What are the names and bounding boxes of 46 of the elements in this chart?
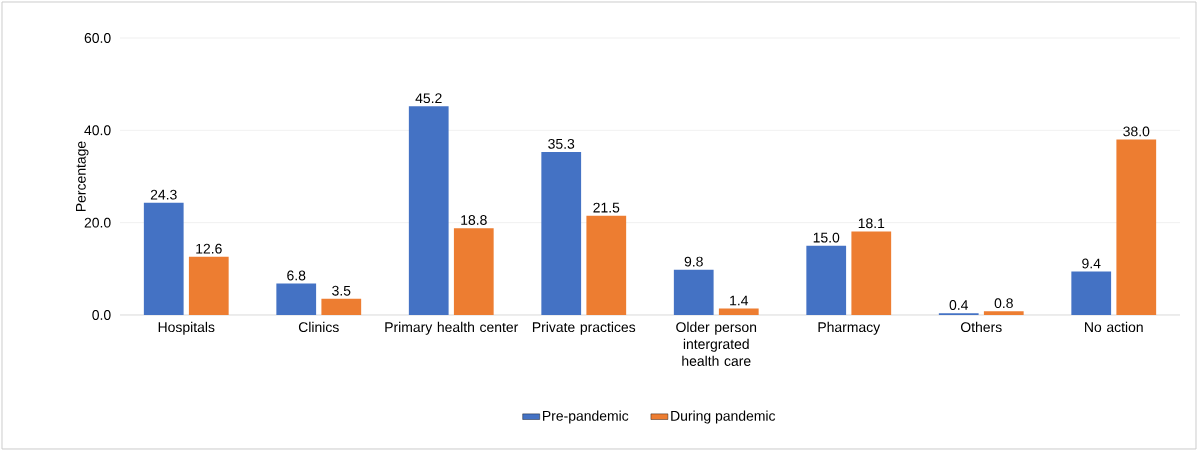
legend-label: Pre-pandemic [543, 410, 629, 424]
data-label: 38.0 [1123, 126, 1150, 137]
bar [453, 228, 494, 315]
bar [718, 308, 759, 315]
bar [983, 311, 1024, 315]
y-tick-label: 40.0 [84, 125, 111, 136]
data-label: 18.1 [858, 218, 885, 229]
data-label: 9.8 [684, 256, 703, 267]
x-tick-label: Older person intergrated health care [676, 321, 757, 366]
data-label: 18.8 [461, 215, 487, 225]
bar [408, 106, 449, 315]
bar [1116, 139, 1157, 315]
bar [276, 283, 317, 315]
data-label: 12.6 [196, 243, 222, 254]
bar [321, 298, 362, 315]
bar [1071, 271, 1112, 315]
data-label: 35.3 [548, 138, 575, 149]
x-tick-label: Primary health center [385, 321, 519, 335]
x-tick-label: Hospitals [158, 321, 215, 335]
data-label: 21.5 [593, 202, 620, 213]
bar [806, 245, 847, 315]
bar [188, 256, 229, 315]
bar [143, 202, 184, 315]
data-label: 9.4 [1082, 258, 1101, 269]
data-label: 0.8 [994, 298, 1013, 309]
y-tick-label: 20.0 [84, 217, 111, 228]
x-tick-label: Pharmacy [818, 321, 881, 335]
bar [586, 215, 627, 315]
data-label: 1.4 [730, 295, 749, 306]
bar [851, 231, 892, 315]
y-tick-label: 60.0 [84, 33, 111, 43]
data-label: 24.3 [150, 189, 177, 200]
x-tick-label: Others [960, 321, 1002, 333]
x-tick-label: No action [1085, 321, 1143, 333]
data-label: 15.0 [813, 232, 840, 243]
data-label: 45.2 [415, 93, 442, 104]
data-label: 0.4 [949, 300, 969, 310]
x-tick-label: Clinics [298, 321, 339, 333]
bar [541, 152, 582, 315]
x-tick-label: Private practices [532, 321, 636, 335]
data-label: 3.5 [332, 285, 351, 296]
y-axis-title: Percentage [76, 141, 89, 212]
bar [673, 269, 714, 315]
data-label: 6.8 [287, 270, 306, 281]
legend-label: During pandemic [671, 410, 776, 424]
y-tick-label: 0.0 [92, 310, 111, 320]
